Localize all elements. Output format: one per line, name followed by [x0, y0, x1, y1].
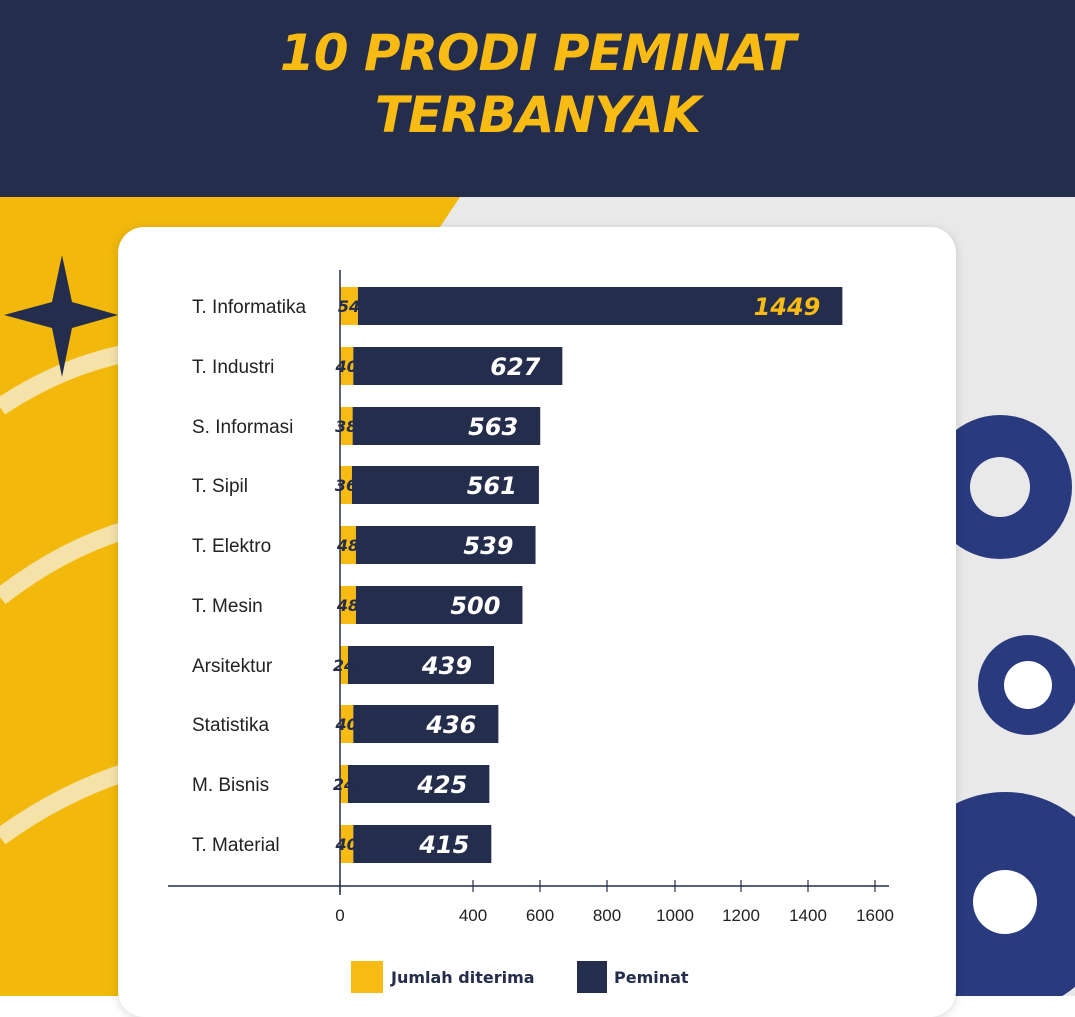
- bar-jumlah-diterima: [340, 347, 354, 385]
- header-banner: 10 PRODI PEMINAT TERBANYAK: [0, 0, 1075, 197]
- bar-peminat: [351, 466, 539, 504]
- x-tick-label: 800: [593, 906, 621, 925]
- bar-chart: T. Informatika 54 1449 T. Industri 40 627 S. I…: [168, 270, 894, 993]
- bar-jumlah-diterima: [340, 466, 352, 504]
- bar-peminat: [357, 287, 843, 325]
- bar-peminat: [353, 705, 499, 743]
- bar-peminat: [352, 407, 541, 445]
- sparkle-icon: [4, 255, 118, 377]
- data-label-jumlah-diterima: 40: [335, 715, 358, 734]
- x-tick-label: 1600: [856, 906, 894, 925]
- x-tick-label: 1400: [789, 906, 827, 925]
- category-label: T. Informatika: [192, 297, 306, 318]
- category-label: S. Informasi: [192, 417, 293, 438]
- category-label: Arsitektur: [192, 656, 273, 677]
- category-label: T. Mesin: [192, 596, 263, 617]
- bar-jumlah-diterima: [340, 407, 353, 445]
- bar-jumlah-diterima: [340, 586, 356, 624]
- data-label-jumlah-diterima: 54: [338, 297, 360, 316]
- data-label-peminat: 563: [468, 413, 518, 441]
- bar-peminat: [355, 586, 523, 624]
- data-label-jumlah-diterima: 40: [335, 835, 358, 854]
- x-tick-label: 0: [335, 906, 344, 925]
- legend-label-peminat: Peminat: [614, 968, 689, 987]
- category-label: T. Elektro: [192, 536, 271, 557]
- data-label-peminat: 500: [450, 592, 500, 620]
- data-label-peminat: 1449: [754, 293, 821, 321]
- data-label-peminat: 627: [490, 353, 540, 381]
- bar-jumlah-diterima: [340, 287, 358, 325]
- bar-jumlah-diterima: [340, 765, 348, 803]
- data-label-peminat: 425: [416, 771, 467, 799]
- bar-jumlah-diterima: [340, 526, 356, 564]
- gear-icon: [928, 415, 1072, 559]
- title-line-2: TERBANYAK: [374, 86, 701, 144]
- category-label: Statistika: [192, 715, 270, 736]
- bar-peminat: [347, 646, 495, 684]
- data-label-jumlah-diterima: 40: [335, 357, 358, 376]
- bar-peminat: [353, 825, 492, 863]
- data-label-peminat: 561: [467, 472, 517, 500]
- category-label: M. Bisnis: [192, 775, 269, 796]
- bar-peminat: [353, 347, 563, 385]
- category-label: T. Sipil: [192, 476, 248, 497]
- x-tick-label: 1200: [722, 906, 760, 925]
- data-label-jumlah-diterima: 48: [336, 596, 359, 615]
- bar-peminat: [355, 526, 536, 564]
- bar-jumlah-diterima: [340, 646, 348, 684]
- data-label-jumlah-diterima: 48: [336, 536, 359, 555]
- bar-jumlah-diterima: [340, 705, 354, 743]
- data-label-jumlah-diterima: 36: [335, 476, 357, 495]
- bar-peminat: [347, 765, 490, 803]
- category-label: T. Material: [192, 835, 280, 856]
- data-label-jumlah-diterima: 24: [333, 656, 355, 675]
- data-label-peminat: 436: [425, 711, 476, 739]
- title-line-1: 10 PRODI PEMINAT: [279, 24, 796, 82]
- gear-icon-small: [978, 635, 1075, 735]
- data-label-jumlah-diterima: 38: [335, 417, 357, 436]
- data-label-peminat: 415: [418, 831, 469, 859]
- legend-swatch-jumlah-diterima: [351, 961, 383, 993]
- legend-swatch-peminat: [577, 961, 607, 993]
- x-tick-label: 1000: [656, 906, 694, 925]
- x-tick-label: 400: [459, 906, 487, 925]
- x-tick-label: 600: [526, 906, 554, 925]
- data-label-peminat: 439: [421, 652, 472, 680]
- legend-label-jumlah-diterima: Jumlah diterima: [390, 968, 535, 987]
- category-label: T. Industri: [192, 357, 274, 378]
- page-title: 10 PRODI PEMINAT TERBANYAK: [0, 22, 1075, 146]
- bar-jumlah-diterima: [340, 825, 354, 863]
- data-label-peminat: 539: [463, 532, 513, 560]
- data-label-jumlah-diterima: 24: [333, 775, 355, 794]
